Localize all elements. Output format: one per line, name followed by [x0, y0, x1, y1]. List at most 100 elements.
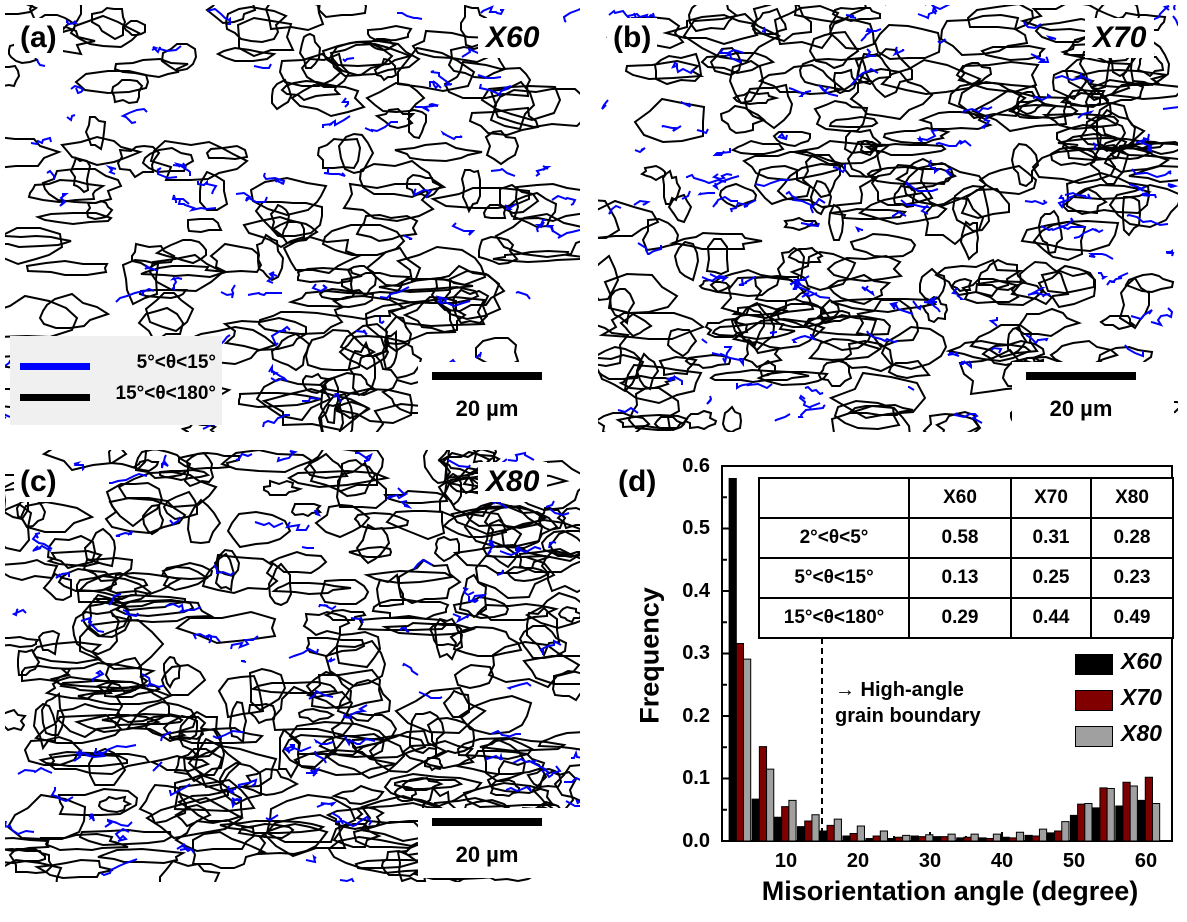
grain-boundary: [978, 258, 1027, 292]
grain-boundary: [296, 266, 363, 285]
grain-boundary: [122, 20, 146, 36]
low-angle-boundary: [156, 167, 178, 180]
grain-boundary: [464, 504, 544, 530]
grain-boundary: [269, 550, 328, 575]
grain-boundary: [1128, 164, 1178, 184]
low-angle-boundary: [435, 295, 471, 308]
low-angle-boundary: [791, 334, 817, 343]
steel-label-x70: X70: [1085, 18, 1155, 58]
grain-boundary: [1115, 141, 1178, 161]
grain-boundary: [705, 238, 730, 276]
low-angle-boundary: [344, 735, 376, 747]
scale-bar-b: 20 µm: [1012, 362, 1174, 432]
table-cell: 0.25: [1010, 557, 1092, 599]
grain-boundary: [319, 376, 339, 425]
grain-boundary: [247, 702, 277, 725]
grain-boundary: [809, 179, 833, 216]
low-angle-boundary: [1030, 53, 1050, 63]
low-angle-boundary: [253, 63, 272, 69]
steel-label-x60: X60: [478, 18, 548, 58]
grain-boundary: [1020, 219, 1120, 253]
low-angle-boundary: [947, 351, 960, 357]
low-angle-boundary: [355, 329, 368, 336]
grain-boundary: [237, 822, 295, 840]
bar-x80: [1151, 803, 1161, 842]
low-angle-boundary: [800, 220, 820, 228]
legend-black-line: [20, 394, 90, 401]
low-angle-boundary: [314, 509, 322, 517]
grain-boundary: [298, 32, 322, 69]
grain-boundary: [314, 503, 371, 539]
bar-x60: [1024, 834, 1033, 842]
grain-boundary: [5, 227, 64, 266]
low-angle-boundary: [701, 274, 727, 283]
low-angle-boundary: [545, 500, 555, 508]
bar-x80: [811, 814, 820, 842]
low-angle-boundary: [549, 508, 570, 517]
low-angle-boundary: [114, 827, 130, 842]
low-angle-boundary: [429, 80, 442, 90]
low-angle-boundary: [697, 192, 715, 196]
low-angle-boundary: [926, 295, 938, 305]
grain-boundary: [1008, 103, 1079, 120]
grain-boundary: [487, 640, 580, 689]
grain-boundary: [624, 59, 705, 81]
grain-boundary: [174, 818, 256, 853]
low-angle-boundary: [397, 12, 423, 20]
low-angle-boundary: [462, 587, 475, 597]
grain-boundary: [1089, 143, 1130, 185]
low-angle-boundary: [230, 797, 242, 809]
grain-boundary: [453, 663, 495, 690]
low-angle-boundary: [212, 729, 243, 740]
low-angle-boundary: [738, 276, 756, 286]
low-angle-boundary: [798, 394, 821, 409]
grain-boundary: [793, 5, 868, 24]
low-angle-boundary: [990, 346, 1003, 354]
grain-boundary: [354, 859, 442, 875]
grain-boundary: [1136, 52, 1165, 78]
bar-x60: [773, 816, 783, 842]
low-angle-boundary: [66, 114, 76, 122]
grain-boundary: [902, 161, 988, 208]
grain-boundary: [1063, 91, 1110, 108]
bar-x70: [781, 806, 790, 842]
grain-boundary: [83, 527, 117, 568]
low-angle-boundary: [415, 102, 440, 112]
grain-boundary: [256, 822, 329, 856]
low-angle-boundary: [1024, 199, 1048, 206]
bar-x80: [743, 658, 752, 842]
bar-x60: [1069, 814, 1079, 842]
grain-boundary: [248, 667, 287, 712]
grain-boundary: [401, 776, 464, 790]
grain-boundary: [433, 535, 460, 563]
low-angle-boundary: [440, 130, 463, 141]
grain-boundary: [494, 212, 580, 259]
grain-boundary: [773, 5, 840, 50]
low-angle-boundary: [889, 301, 914, 315]
low-angle-boundary: [332, 393, 341, 402]
grain-boundary: [849, 67, 934, 121]
grain-boundary: [148, 253, 225, 293]
grain-boundary: [109, 599, 215, 624]
low-angle-boundary: [832, 164, 846, 174]
grain-boundary: [1032, 220, 1087, 262]
low-angle-boundary: [916, 129, 939, 143]
low-angle-boundary: [769, 330, 778, 336]
low-angle-boundary: [1172, 15, 1178, 27]
grain-boundary: [401, 739, 476, 770]
legend-low-angle-text: 5°<θ<15°: [136, 352, 216, 373]
bar-x80: [970, 833, 979, 842]
grain-boundary: [666, 327, 698, 358]
bar-x80: [766, 768, 775, 842]
low-angle-boundary: [1141, 192, 1157, 199]
table-cell: X70: [1010, 477, 1092, 519]
grain-boundary: [623, 363, 703, 405]
grain-boundary: [97, 847, 187, 865]
grain-boundary: [801, 154, 841, 199]
low-angle-boundary: [944, 167, 953, 177]
grain-boundary: [719, 104, 766, 135]
grain-boundary: [269, 203, 291, 239]
scale-bar-text: 20 µm: [455, 396, 519, 421]
grain-boundary: [556, 506, 580, 530]
